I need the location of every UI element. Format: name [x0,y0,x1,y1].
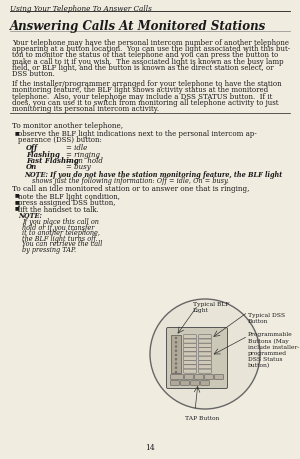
Text: = on  hold: = on hold [66,157,103,164]
FancyBboxPatch shape [190,381,200,386]
Text: TAP Button: TAP Button [185,415,219,420]
FancyBboxPatch shape [199,339,211,343]
FancyBboxPatch shape [199,348,211,352]
Text: Fast Flashing: Fast Flashing [26,157,79,164]
Text: make a call to it if you wish.  The associated light is known as the busy lamp: make a call to it if you wish. The assoc… [12,57,284,66]
FancyBboxPatch shape [184,357,196,360]
FancyBboxPatch shape [199,335,211,339]
FancyBboxPatch shape [199,361,211,365]
Text: does, you can use it to switch from monitoring all telephone activity to just: does, you can use it to switch from moni… [12,99,278,106]
Circle shape [175,358,177,360]
Text: Off: Off [26,144,38,152]
Text: Programmable
Buttons (May
include installer-
programmed
DSS Status
button): Programmable Buttons (May include instal… [248,331,299,368]
Text: To call an idle monitored station or to answer one that is ringing,: To call an idle monitored station or to … [12,185,249,193]
Text: appearing at a button location.  You can use the light associated with this but-: appearing at a button location. You can … [12,45,290,53]
Text: Using Your Telephone To Answer Calls: Using Your Telephone To Answer Calls [10,5,152,13]
Circle shape [175,341,177,343]
Text: press assigned DSS button,: press assigned DSS button, [18,199,116,207]
Text: If the installer/programmer arranged for your telephone to have the station: If the installer/programmer arranged for… [12,80,282,88]
Text: it to another telephone,: it to another telephone, [22,229,100,237]
Text: ■: ■ [15,205,20,210]
FancyBboxPatch shape [181,381,189,386]
FancyBboxPatch shape [167,328,227,389]
Text: On: On [26,162,37,171]
FancyBboxPatch shape [199,352,211,356]
FancyBboxPatch shape [199,369,211,373]
Text: = ringing: = ringing [66,150,100,158]
FancyBboxPatch shape [184,361,196,365]
Text: ■: ■ [15,199,20,203]
Text: shows just the following information: Off = idle, On = busy.: shows just the following information: Of… [32,177,229,185]
Text: ton to monitor the status of that telephone and you can press the button to: ton to monitor the status of that teleph… [12,51,278,59]
Text: Your telephone may have the personal intercom number of another telephone: Your telephone may have the personal int… [12,39,289,47]
FancyBboxPatch shape [199,357,211,360]
Text: DSS button.: DSS button. [12,70,55,78]
FancyBboxPatch shape [184,352,196,356]
Circle shape [175,350,177,352]
FancyBboxPatch shape [214,375,224,380]
FancyBboxPatch shape [184,365,196,369]
FancyBboxPatch shape [194,375,203,380]
Text: monitoring its personal intercom activity.: monitoring its personal intercom activit… [12,105,159,113]
Text: monitoring feature, the BLF light shows activity status at the monitored: monitoring feature, the BLF light shows … [12,86,268,94]
Circle shape [175,363,177,365]
FancyBboxPatch shape [184,369,196,373]
Text: ■: ■ [15,192,20,197]
FancyBboxPatch shape [199,365,211,369]
Circle shape [175,354,177,356]
FancyBboxPatch shape [184,343,196,347]
Text: = idle: = idle [66,144,87,152]
FancyBboxPatch shape [199,343,211,347]
Text: If you place this call on: If you place this call on [22,218,99,226]
Text: To monitor another telephone,: To monitor another telephone, [12,122,123,130]
Text: NOTE:: NOTE: [18,212,42,220]
Circle shape [150,299,260,409]
FancyBboxPatch shape [184,348,196,352]
Text: pearance (DSS) button:: pearance (DSS) button: [18,136,102,144]
Text: Flashing: Flashing [26,150,60,158]
Circle shape [175,371,177,373]
Circle shape [175,367,177,369]
Text: You can retrieve the call: You can retrieve the call [22,240,102,248]
Text: lift the handset to talk.: lift the handset to talk. [18,206,99,213]
Text: Answering Calls At Monitored Stations: Answering Calls At Monitored Stations [10,20,266,33]
FancyBboxPatch shape [201,381,209,386]
Text: = busy: = busy [66,162,91,171]
Text: the BLF light turns off.: the BLF light turns off. [22,234,98,242]
Text: note the BLF light condition,: note the BLF light condition, [18,193,120,201]
Text: field, or BLF light, and the button is known as the direct station select, or: field, or BLF light, and the button is k… [12,64,274,72]
FancyBboxPatch shape [170,375,184,380]
Text: Typical BLF
Light: Typical BLF Light [193,302,230,313]
Text: observe the BLF light indications next to the personal intercom ap-: observe the BLF light indications next t… [18,130,257,138]
FancyBboxPatch shape [184,335,196,339]
Text: by pressing TAP.: by pressing TAP. [22,245,76,253]
Circle shape [175,337,177,339]
FancyBboxPatch shape [171,335,181,373]
Text: 14: 14 [145,443,155,451]
FancyBboxPatch shape [205,375,214,380]
FancyBboxPatch shape [171,381,179,386]
Text: ■: ■ [15,129,20,134]
Circle shape [175,346,177,348]
FancyBboxPatch shape [184,375,194,380]
Text: telephone.  Also, your telephone may include a DSS STATUS button.  If it: telephone. Also, your telephone may incl… [12,92,272,101]
Text: NOTE: If you do not have the station monitoring feature, the BLF light: NOTE: If you do not have the station mon… [24,171,282,179]
FancyBboxPatch shape [184,339,196,343]
Text: Typical DSS
Button: Typical DSS Button [248,312,285,324]
Text: hold or if you transfer: hold or if you transfer [22,224,94,231]
